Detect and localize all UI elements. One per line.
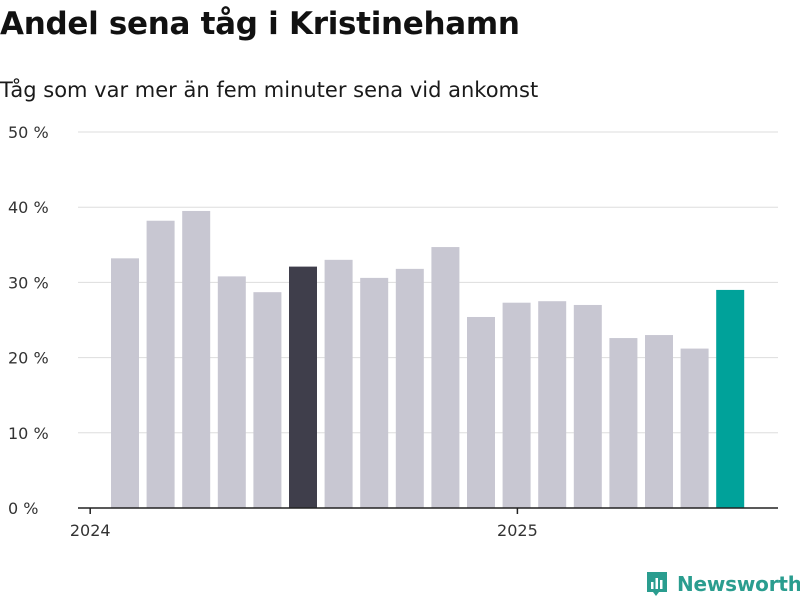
x-tick-label: 2025 (497, 521, 538, 540)
y-tick-label: 50 % (8, 123, 49, 142)
bar (573, 304, 602, 508)
bar (538, 301, 567, 508)
bar (217, 276, 246, 508)
newsworthy-logo-icon (647, 572, 667, 596)
x-tick-label: 2024 (70, 521, 111, 540)
bar (111, 258, 139, 508)
bar (146, 220, 175, 508)
newsworthy-logo: Newsworthy (645, 570, 800, 598)
bar (609, 338, 638, 508)
bar (716, 289, 745, 508)
bar (253, 292, 282, 508)
bar (502, 302, 531, 508)
bar (360, 277, 389, 508)
y-tick-label: 40 % (8, 198, 49, 217)
y-tick-label: 10 % (8, 424, 49, 443)
bar (289, 266, 317, 508)
chart-title: Andel sena tåg i Kristinehamn (0, 6, 520, 42)
bar (680, 348, 709, 508)
bar (395, 268, 424, 508)
bar (324, 259, 353, 508)
y-tick-label: 30 % (8, 273, 49, 292)
bar-chart: 0 % 10 % 20 % 30 % 40 % 50 % 2024 2025 (8, 123, 778, 540)
y-tick-label: 20 % (8, 349, 49, 368)
bar (431, 247, 460, 508)
chart-subtitle: Tåg som var mer än fem minuter sena vid … (0, 78, 539, 102)
bar (182, 210, 211, 508)
bar (467, 316, 495, 508)
y-tick-label: 0 % (8, 499, 38, 518)
bar (645, 335, 673, 508)
brand-name: Newsworthy (677, 572, 800, 596)
